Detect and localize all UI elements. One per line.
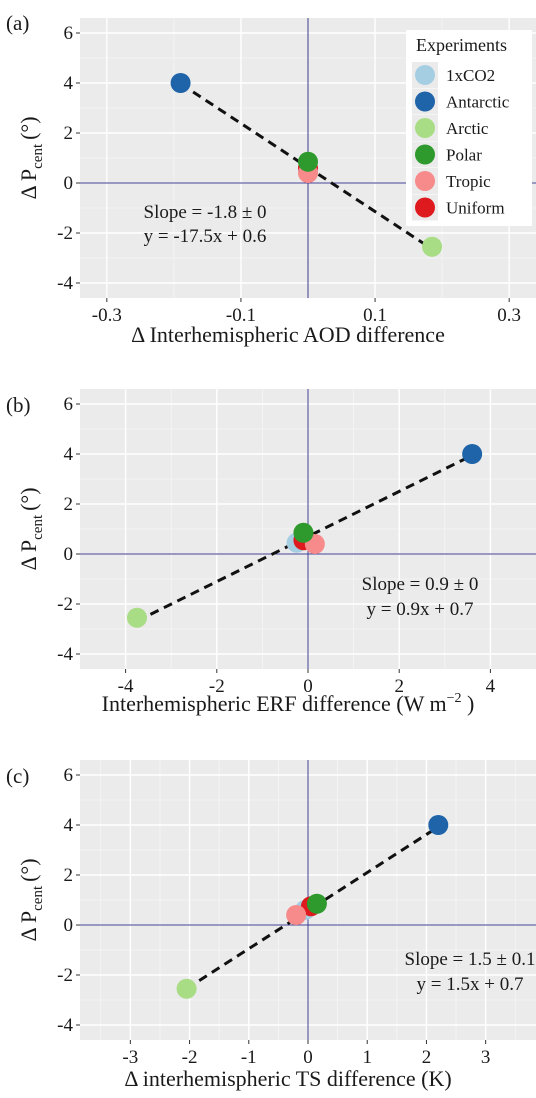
panel-label: (c) xyxy=(6,764,29,788)
y-axis-label-unit: (°) xyxy=(16,116,41,139)
y-axis-label-text: Δ P xyxy=(16,540,41,571)
x-tick-label: -0.1 xyxy=(226,305,256,326)
data-point-tropic xyxy=(286,905,307,925)
y-tick-label: -2 xyxy=(57,223,73,244)
x-tick-label: -3 xyxy=(122,1047,138,1068)
x-axis-label: Δ interhemispheric TS difference (K) xyxy=(124,1066,451,1091)
data-point-arctic xyxy=(127,607,147,628)
y-tick-label: 6 xyxy=(64,394,74,415)
x-axis-label-end: ) xyxy=(462,691,475,716)
slope-annotation: Slope = 1.5 ± 0.1 xyxy=(405,949,536,970)
y-tick-label: 6 xyxy=(64,765,74,786)
regression-line xyxy=(185,827,437,991)
data-point-antarctic xyxy=(462,444,483,464)
x-axis-label-text: Δ interhemispheric TS difference (K) xyxy=(124,1066,451,1091)
y-tick-label: 2 xyxy=(64,123,74,144)
x-tick-label: 0.3 xyxy=(497,305,521,326)
legend-label: 1xCO2 xyxy=(446,66,495,85)
x-tick-label: 1 xyxy=(362,1047,372,1068)
x-axis-label: Interhemispheric ERF difference (W m−2 ) xyxy=(102,691,475,716)
y-axis-label-sub: cent xyxy=(30,885,46,911)
x-tick-label: -1 xyxy=(241,1047,257,1068)
x-axis-label-text: Δ Interhemispheric AOD difference xyxy=(131,322,445,347)
y-tick-label: 4 xyxy=(64,444,74,465)
panel-b: -4 -2 0 2 4 -4 -2 0 2 4 6 (b) Interhemispheric ERF d… xyxy=(6,389,536,716)
legend-key-polar xyxy=(415,144,435,165)
y-tick-label: -2 xyxy=(57,965,73,986)
x-tick-label: 2 xyxy=(422,1047,432,1068)
legend-label: Tropic xyxy=(446,172,491,191)
y-tick-label: -4 xyxy=(57,273,73,294)
legend-key-uniform xyxy=(415,197,435,218)
x-tick-label: 2 xyxy=(394,676,404,697)
legend-label: Antarctic xyxy=(446,93,510,112)
y-tick-label: 0 xyxy=(64,915,74,936)
y-axis-label-text: Δ P xyxy=(16,169,41,200)
y-axis-label: Δ Pcent (°) xyxy=(16,858,46,941)
x-tick-label: -2 xyxy=(209,676,225,697)
legend-key-arctic xyxy=(415,118,435,138)
x-tick-label: 0 xyxy=(303,676,313,697)
data-point-antarctic xyxy=(170,73,191,93)
data-point-antarctic xyxy=(428,815,449,835)
y-tick-label: 0 xyxy=(64,173,74,194)
data-point-polar xyxy=(293,522,314,543)
data-point-arctic xyxy=(176,978,197,999)
panel-label: (a) xyxy=(6,11,29,35)
data-point-polar xyxy=(306,893,327,914)
legend-key-antarctic xyxy=(415,91,435,112)
equation-annotation: y = 0.9x + 0.7 xyxy=(367,599,474,620)
y-tick-label: -4 xyxy=(57,1015,73,1036)
legend-label: Uniform xyxy=(446,199,505,218)
slope-annotation: Slope = -1.8 ± 0 xyxy=(144,202,267,223)
y-axis-label: Δ Pcent (°) xyxy=(16,116,46,199)
x-axis-label-sup: −2 xyxy=(447,691,462,706)
panel-label: (b) xyxy=(6,393,31,417)
legend: Experiments 1xCO2 Antarctic Arctic Polar Trop… xyxy=(406,30,532,226)
data-point-arctic xyxy=(422,236,443,257)
legend-key-tropic xyxy=(415,171,435,191)
panel-c: -3 -2 -1 0 1 2 3 -4 -2 0 2 4 6 (c) Δ interhemispheric … xyxy=(6,760,536,1091)
slope-annotation: Slope = 0.9 ± 0 xyxy=(362,574,479,595)
x-tick-label: 3 xyxy=(481,1047,491,1068)
x-tick-label: 0 xyxy=(303,1047,313,1068)
y-axis-label-sub: cent xyxy=(30,514,46,540)
x-axis-label: Δ Interhemispheric AOD difference xyxy=(131,322,445,347)
y-tick-label: 4 xyxy=(64,73,74,94)
y-axis-label-sub: cent xyxy=(30,143,46,169)
legend-label: Polar xyxy=(446,146,482,165)
x-axis-label-text: Interhemispheric ERF difference (W m xyxy=(102,691,447,716)
x-tick-label: 4 xyxy=(486,676,496,697)
y-tick-label: 6 xyxy=(64,23,74,44)
x-tick-label: -4 xyxy=(118,676,134,697)
equation-annotation: y = -17.5x + 0.6 xyxy=(144,226,267,247)
data-point-polar xyxy=(298,151,318,172)
x-tick-label: -2 xyxy=(182,1047,198,1068)
y-axis-label-unit: (°) xyxy=(16,487,41,510)
y-axis-label-unit: (°) xyxy=(16,858,41,881)
y-tick-label: 0 xyxy=(64,544,74,565)
y-tick-label: 4 xyxy=(64,815,74,836)
x-tick-label: -0.3 xyxy=(92,305,122,326)
y-tick-label: 2 xyxy=(64,494,74,515)
y-tick-label: 2 xyxy=(64,865,74,886)
legend-label: Arctic xyxy=(446,119,489,138)
y-tick-label: -2 xyxy=(57,594,73,615)
legend-title: Experiments xyxy=(416,35,507,55)
y-axis-label-text: Δ P xyxy=(16,911,41,942)
y-axis-label: Δ Pcent (°) xyxy=(16,487,46,570)
y-tick-label: -4 xyxy=(57,644,73,665)
equation-annotation: y = 1.5x + 0.7 xyxy=(417,974,524,995)
legend-key-1xco2 xyxy=(415,65,435,85)
x-tick-label: 0.1 xyxy=(363,305,387,326)
